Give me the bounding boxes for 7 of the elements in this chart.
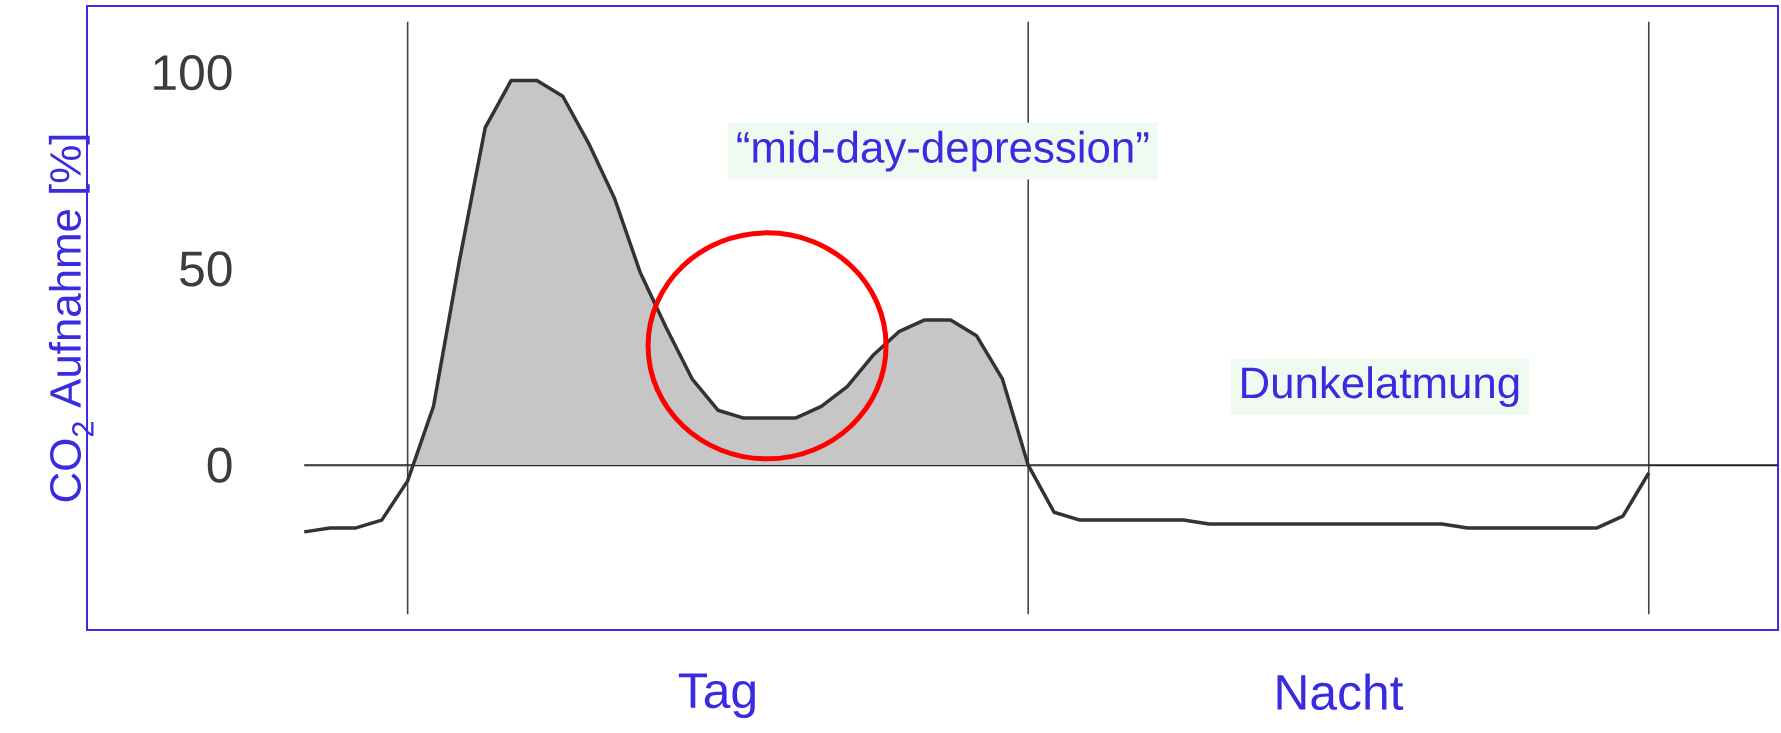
y-tick-label: 100 [154, 55, 232, 91]
y-tick-label: 50 [180, 251, 232, 287]
y-tick-label: 0 [207, 447, 232, 483]
x-tick-label: Tag [678, 673, 755, 719]
annotation: Dunkelatmung [1242, 366, 1519, 408]
x-tick-label: Nacht [1277, 673, 1404, 711]
annotation: “mid-day-depression” [737, 130, 1149, 172]
